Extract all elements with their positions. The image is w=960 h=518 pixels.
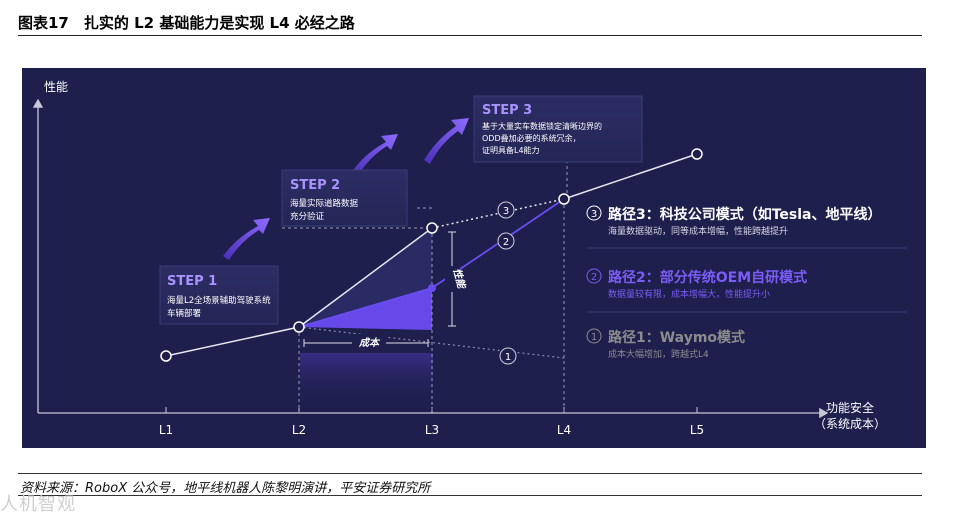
- legend-path2-num: 2: [591, 272, 597, 283]
- level-label-l2: L2: [292, 423, 306, 437]
- x-axis-label: 功能安全: [826, 400, 874, 415]
- step3-arrow-icon: [424, 118, 469, 164]
- step1-line1: 海量L2全场景辅助驾驶系统: [167, 295, 271, 306]
- legend-path1-num: 1: [591, 332, 597, 343]
- watermark-logo: 人机智观: [0, 494, 76, 515]
- step3-line1: 基于大量实车数据锁定清晰边界的: [482, 121, 602, 131]
- source-note: 资料来源：RoboX 公众号，地平线机器人陈黎明演讲，平安证券研究所: [20, 481, 431, 496]
- performance-label-bg: [445, 266, 460, 292]
- legend-path3: 3 路径3：科技公司模式（如Tesla、地平线） 海量数据驱动，同等成本增幅，性…: [586, 205, 907, 249]
- level-label-l5: L5: [690, 423, 704, 437]
- path3-tail: [563, 153, 698, 200]
- title-divider: [18, 35, 922, 36]
- legend-path2-title: 路径2：部分传统OEM自研模式: [608, 269, 807, 286]
- legend-path1: 1 路径1：Waymo模式 成本大幅增加，跨越式L4: [586, 328, 745, 360]
- step3-line2: ODD叠加必要的系统冗余，: [482, 133, 581, 143]
- node-l5: [691, 148, 703, 160]
- cost-label: 成本: [358, 337, 381, 349]
- step2-title: STEP 2: [290, 178, 340, 193]
- marker-path1-num: 1: [505, 352, 511, 363]
- cost-label-bg: [352, 334, 386, 350]
- path3-dotted: [431, 198, 565, 229]
- legend-path3-desc: 海量数据驱动，同等成本增幅，性能跨越提升: [608, 225, 788, 237]
- node-l2: [293, 321, 305, 333]
- marker-path3-num: 3: [503, 206, 509, 217]
- legend-path3-title: 路径3：科技公司模式（如Tesla、地平线）: [608, 206, 882, 223]
- x-axis-label-sub: （系统成本）: [814, 417, 886, 431]
- legend-path1-title: 路径1：Waymo模式: [608, 329, 745, 346]
- marker-path2: 2: [497, 232, 515, 250]
- step2-arrow-icon: [352, 134, 398, 176]
- level-label-l1: L1: [159, 423, 173, 437]
- step1-arrow-icon: [223, 218, 270, 260]
- figure-title: 图表17 扎实的 L2 基础能力是实现 L4 必经之路: [18, 14, 355, 32]
- step2-line1: 海量实际道路数据: [290, 198, 359, 209]
- marker-path3: 3: [497, 201, 515, 219]
- step3-title: STEP 3: [482, 103, 532, 118]
- diagram-panel: 性能 功能安全 （系统成本） L1 L2 L3 L4 L5: [22, 68, 926, 448]
- marker-path2-num: 2: [503, 237, 509, 248]
- marker-path1: 1: [499, 347, 517, 365]
- step3-line3: 证明具备L4能力: [482, 145, 540, 155]
- level-label-l3: L3: [425, 423, 439, 437]
- node-l3-purple: [428, 284, 436, 292]
- source-divider-top: [18, 473, 922, 474]
- step2-box: STEP 2 海量实际道路数据 充分验证: [281, 169, 408, 227]
- step1-line2: 车辆部署: [167, 308, 202, 319]
- y-axis-label: 性能: [44, 80, 68, 94]
- source-divider-bottom: [18, 495, 922, 496]
- legend-path3-num: 3: [591, 209, 597, 220]
- step3-box: STEP 3 基于大量实车数据锁定清晰边界的 ODD叠加必要的系统冗余， 证明具…: [473, 95, 643, 163]
- level-label-l4: L4: [557, 423, 571, 437]
- node-l1: [160, 350, 172, 362]
- step1-title: STEP 1: [167, 274, 217, 289]
- performance-label: 性能: [451, 267, 468, 291]
- node-l3: [426, 222, 438, 234]
- floor-glow: [300, 353, 433, 411]
- legend-path2-desc: 数据量较有限，成本增幅大，性能提升小: [608, 288, 770, 300]
- step1-box: STEP 1 海量L2全场景辅助驾驶系统 车辆部署: [159, 265, 279, 325]
- node-l4: [558, 193, 570, 205]
- path2-base-line: [298, 287, 433, 328]
- legend-path2: 2 路径2：部分传统OEM自研模式 数据量较有限，成本增幅大，性能提升小: [586, 268, 907, 313]
- guide-lines: [282, 130, 568, 413]
- legend-path1-desc: 成本大幅增加，跨越式L4: [608, 348, 709, 360]
- step2-line2: 充分验证: [290, 211, 325, 222]
